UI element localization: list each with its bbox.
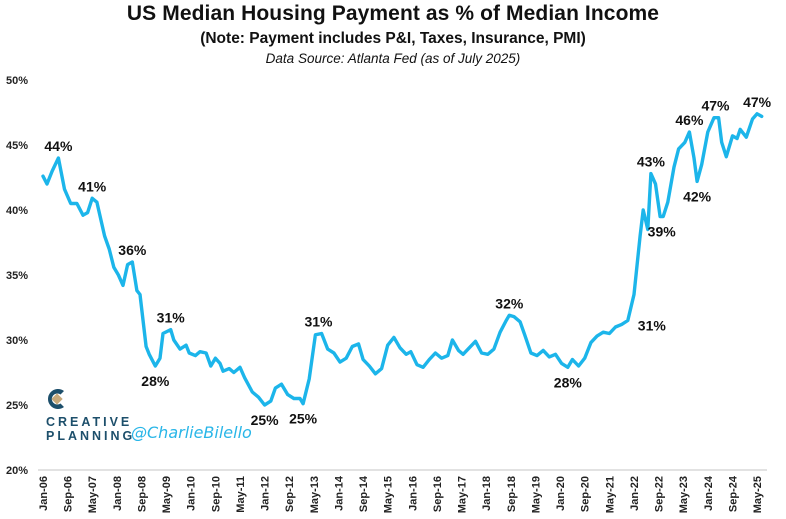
- creative-planning-logo-icon: [48, 389, 64, 409]
- x-tick-label: May-17: [457, 476, 469, 513]
- y-tick-label: 45%: [6, 140, 28, 152]
- x-tick-label: Sep-22: [654, 476, 666, 512]
- x-tick-label: Jan-16: [407, 476, 419, 511]
- x-tick-label: Jan-14: [333, 475, 345, 511]
- y-tick-label: 40%: [6, 205, 28, 217]
- x-tick-label: Sep-10: [210, 476, 222, 512]
- x-tick-label: Sep-24: [727, 475, 739, 512]
- x-tick-label: Jan-12: [260, 476, 272, 511]
- x-tick-label: May-13: [309, 476, 321, 513]
- chart-subtitle: (Note: Payment includes P&I, Taxes, Insu…: [200, 30, 586, 47]
- data-label: 44%: [44, 138, 73, 154]
- x-tick-label: Jan-22: [629, 476, 641, 511]
- x-tick-label: May-19: [530, 476, 542, 513]
- data-label: 43%: [637, 154, 666, 170]
- x-tick-label: Jan-06: [38, 476, 50, 511]
- x-tick-label: May-23: [678, 476, 690, 513]
- data-label: 41%: [78, 178, 107, 194]
- x-tick-label: May-21: [604, 476, 616, 513]
- data-label: 28%: [141, 373, 170, 389]
- y-tick-label: 25%: [6, 400, 28, 412]
- y-tick-label: 30%: [6, 335, 28, 347]
- data-label: 31%: [304, 314, 333, 330]
- data-label: 32%: [495, 295, 524, 311]
- data-label: 25%: [289, 411, 318, 427]
- data-label: 42%: [683, 188, 712, 204]
- chart-title: US Median Housing Payment as % of Median…: [126, 2, 660, 25]
- x-axis: Jan-06 Sep-06 May-07 Jan-08 Sep-08 May-09 Jan-…: [38, 475, 764, 513]
- series-line: [41, 112, 764, 407]
- data-label: 31%: [157, 310, 186, 326]
- data-label: 31%: [638, 318, 667, 334]
- data-label: 25%: [251, 412, 280, 428]
- x-tick-label: May-09: [161, 476, 173, 513]
- x-tick-label: Jan-10: [186, 476, 198, 511]
- x-tick-label: Jan-24: [703, 475, 715, 511]
- y-tick-label: 20%: [6, 465, 28, 477]
- x-tick-label: May-15: [383, 476, 395, 513]
- x-tick-label: Sep-16: [432, 476, 444, 512]
- x-tick-label: May-07: [87, 476, 99, 513]
- data-label: 36%: [118, 242, 147, 258]
- data-label: 28%: [554, 374, 583, 390]
- data-labels: 44% 41% 36% 28% 31% 25% 25% 31% 32% 28% 31% 43% 39% 4…: [44, 94, 771, 428]
- data-label: 47%: [701, 98, 730, 114]
- y-tick-label: 35%: [6, 270, 28, 282]
- x-tick-label: Sep-18: [506, 476, 518, 512]
- x-tick-label: Jan-08: [112, 476, 124, 511]
- chart-source: Data Source: Atlanta Fed (as of July 202…: [265, 51, 521, 66]
- x-tick-label: May-11: [235, 476, 247, 513]
- data-label: 46%: [675, 112, 704, 128]
- x-tick-label: Jan-18: [481, 476, 493, 511]
- logo-text-creative: CREATIVE: [46, 415, 133, 429]
- x-tick-label: Sep-20: [580, 476, 592, 512]
- x-tick-label: Jan-20: [555, 476, 567, 511]
- x-tick-label: Sep-06: [63, 476, 75, 512]
- logo-text-planning: PLANNING: [46, 429, 136, 443]
- twitter-handle: @CharlieBilello: [131, 423, 252, 442]
- x-tick-label: May-25: [752, 476, 764, 513]
- data-label: 47%: [743, 94, 772, 110]
- x-tick-label: Sep-14: [358, 475, 370, 512]
- y-axis: 20% 25% 30% 35% 40% 45% 50%: [6, 75, 28, 477]
- data-label: 39%: [648, 224, 677, 240]
- y-tick-label: 50%: [6, 75, 28, 87]
- x-tick-label: Sep-12: [284, 476, 296, 512]
- x-tick-label: Sep-08: [136, 476, 148, 512]
